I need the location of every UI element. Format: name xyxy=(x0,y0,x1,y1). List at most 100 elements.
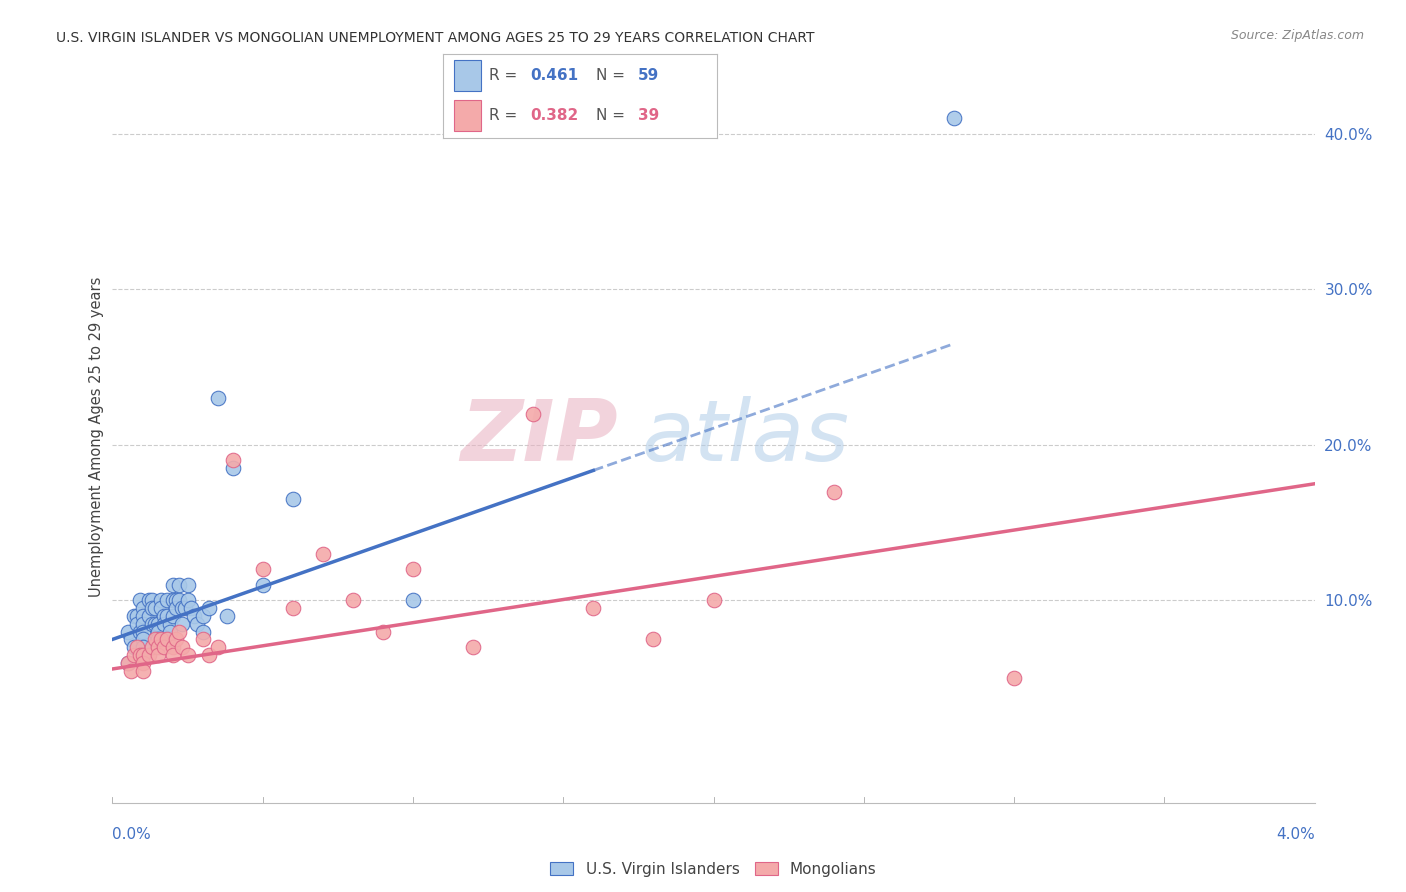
Legend: U.S. Virgin Islanders, Mongolians: U.S. Virgin Islanders, Mongolians xyxy=(544,855,883,883)
Point xyxy=(125,640,148,655)
Point xyxy=(222,453,245,467)
Point xyxy=(222,461,245,475)
Point xyxy=(207,391,229,405)
Point xyxy=(402,562,425,576)
Point xyxy=(159,624,181,639)
Point xyxy=(165,601,187,615)
Point xyxy=(942,111,965,125)
Point xyxy=(146,616,169,631)
Point xyxy=(143,601,166,615)
Point xyxy=(122,640,145,655)
Text: Source: ZipAtlas.com: Source: ZipAtlas.com xyxy=(1230,29,1364,42)
Point xyxy=(120,632,142,647)
Point xyxy=(146,640,169,655)
Point xyxy=(149,593,172,607)
Point xyxy=(165,593,187,607)
Point xyxy=(152,640,174,655)
Point xyxy=(643,632,665,647)
Point xyxy=(522,407,544,421)
Point xyxy=(702,593,725,607)
Point xyxy=(191,609,214,624)
Point xyxy=(191,624,214,639)
Point xyxy=(131,632,153,647)
Point xyxy=(138,593,160,607)
Point xyxy=(122,648,145,662)
Point xyxy=(252,562,274,576)
Point xyxy=(131,656,153,670)
Point xyxy=(125,609,148,624)
Point xyxy=(186,616,208,631)
Point xyxy=(312,547,335,561)
Text: R =: R = xyxy=(489,108,523,123)
Point xyxy=(149,632,172,647)
Point xyxy=(170,601,193,615)
Point xyxy=(141,601,163,615)
Point xyxy=(582,601,605,615)
Point xyxy=(131,648,153,662)
Bar xyxy=(454,61,481,91)
Point xyxy=(191,632,214,647)
Point xyxy=(117,624,139,639)
Point xyxy=(461,640,484,655)
Point xyxy=(152,609,174,624)
Point xyxy=(170,616,193,631)
Point xyxy=(138,648,160,662)
Y-axis label: Unemployment Among Ages 25 to 29 years: Unemployment Among Ages 25 to 29 years xyxy=(89,277,104,598)
Point xyxy=(155,609,177,624)
Point xyxy=(402,593,425,607)
Point xyxy=(165,632,187,647)
Point xyxy=(823,484,845,499)
Point xyxy=(122,609,145,624)
Point xyxy=(128,593,150,607)
Point xyxy=(155,632,177,647)
Text: 59: 59 xyxy=(637,68,659,83)
Text: 0.461: 0.461 xyxy=(530,68,579,83)
Point xyxy=(162,640,184,655)
Point xyxy=(152,616,174,631)
Text: N =: N = xyxy=(596,68,630,83)
Point xyxy=(143,632,166,647)
Point xyxy=(146,648,169,662)
Text: R =: R = xyxy=(489,68,523,83)
Point xyxy=(176,648,198,662)
Point xyxy=(167,578,190,592)
Point xyxy=(131,648,153,662)
Point xyxy=(281,492,304,507)
Point xyxy=(176,578,198,592)
Point xyxy=(155,593,177,607)
Point xyxy=(117,656,139,670)
Point xyxy=(117,656,139,670)
Point xyxy=(141,640,163,655)
Point xyxy=(173,601,195,615)
Point xyxy=(162,593,184,607)
Point xyxy=(170,640,193,655)
Point xyxy=(141,593,163,607)
Text: U.S. VIRGIN ISLANDER VS MONGOLIAN UNEMPLOYMENT AMONG AGES 25 TO 29 YEARS CORRELA: U.S. VIRGIN ISLANDER VS MONGOLIAN UNEMPL… xyxy=(56,31,814,45)
Point xyxy=(167,624,190,639)
Point xyxy=(197,601,219,615)
Point xyxy=(252,578,274,592)
Point xyxy=(146,632,169,647)
Text: atlas: atlas xyxy=(641,395,849,479)
Point xyxy=(131,664,153,678)
Point xyxy=(371,624,394,639)
Point xyxy=(131,640,153,655)
Point xyxy=(131,616,153,631)
Text: 0.0%: 0.0% xyxy=(112,827,152,841)
Point xyxy=(143,616,166,631)
Point xyxy=(120,664,142,678)
Point xyxy=(131,601,153,615)
Point xyxy=(162,648,184,662)
Point xyxy=(176,593,198,607)
Point xyxy=(125,616,148,631)
Point xyxy=(183,609,205,624)
Point xyxy=(342,593,364,607)
Point xyxy=(207,640,229,655)
Text: N =: N = xyxy=(596,108,630,123)
Point xyxy=(128,624,150,639)
Point xyxy=(197,648,219,662)
Point xyxy=(131,624,153,639)
Point xyxy=(131,609,153,624)
Text: 4.0%: 4.0% xyxy=(1275,827,1315,841)
Point xyxy=(162,578,184,592)
